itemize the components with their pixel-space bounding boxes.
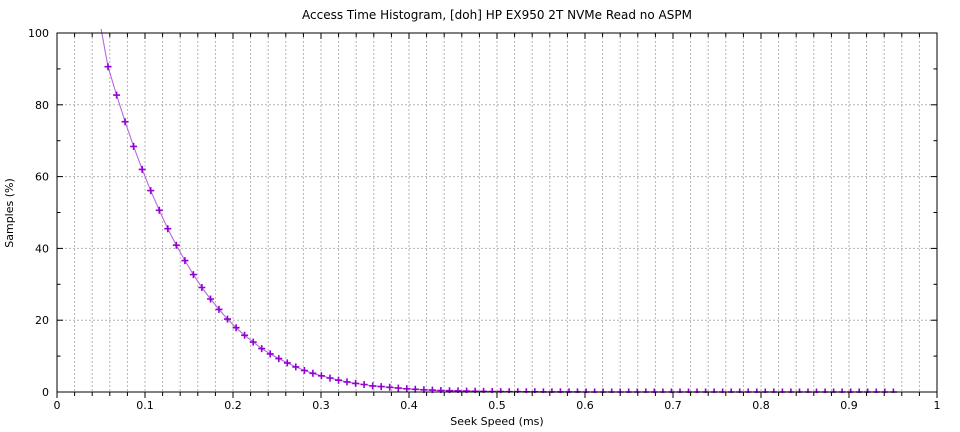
x-tick-label: 0.9 — [840, 399, 858, 412]
x-tick-label: 0 — [54, 399, 61, 412]
y-tick-label: 100 — [28, 27, 49, 40]
x-tick-label: 0.7 — [664, 399, 682, 412]
y-tick-label: 0 — [42, 386, 49, 399]
y-tick-label: 20 — [35, 314, 49, 327]
x-tick-label: 0.4 — [400, 399, 418, 412]
y-axis-label: Samples (%) — [3, 178, 16, 248]
x-tick-label: 0.2 — [224, 399, 242, 412]
y-tick-label: 60 — [35, 171, 49, 184]
tick-labels: 0 0.1 0.2 0.3 0.4 0.5 0.6 0.7 0.8 0.9 1 0 20 40 60 80 10… — [28, 27, 941, 412]
x-tick-label: 0.5 — [488, 399, 506, 412]
x-tick-label: 0.6 — [576, 399, 594, 412]
x-tick-label: 0.8 — [752, 399, 770, 412]
axes-and-ticks — [56, 32, 938, 398]
x-axis-label: Seek Speed (ms) — [450, 415, 543, 428]
y-tick-label: 80 — [35, 99, 49, 112]
x-tick-label: 1 — [934, 399, 941, 412]
grid-lines — [57, 33, 937, 392]
x-tick-label: 0.3 — [312, 399, 330, 412]
chart-title: Access Time Histogram, [doh] HP EX950 2T… — [302, 8, 692, 22]
y-tick-label: 40 — [35, 242, 49, 255]
series-line — [100, 29, 894, 393]
x-tick-label: 0.1 — [136, 399, 154, 412]
